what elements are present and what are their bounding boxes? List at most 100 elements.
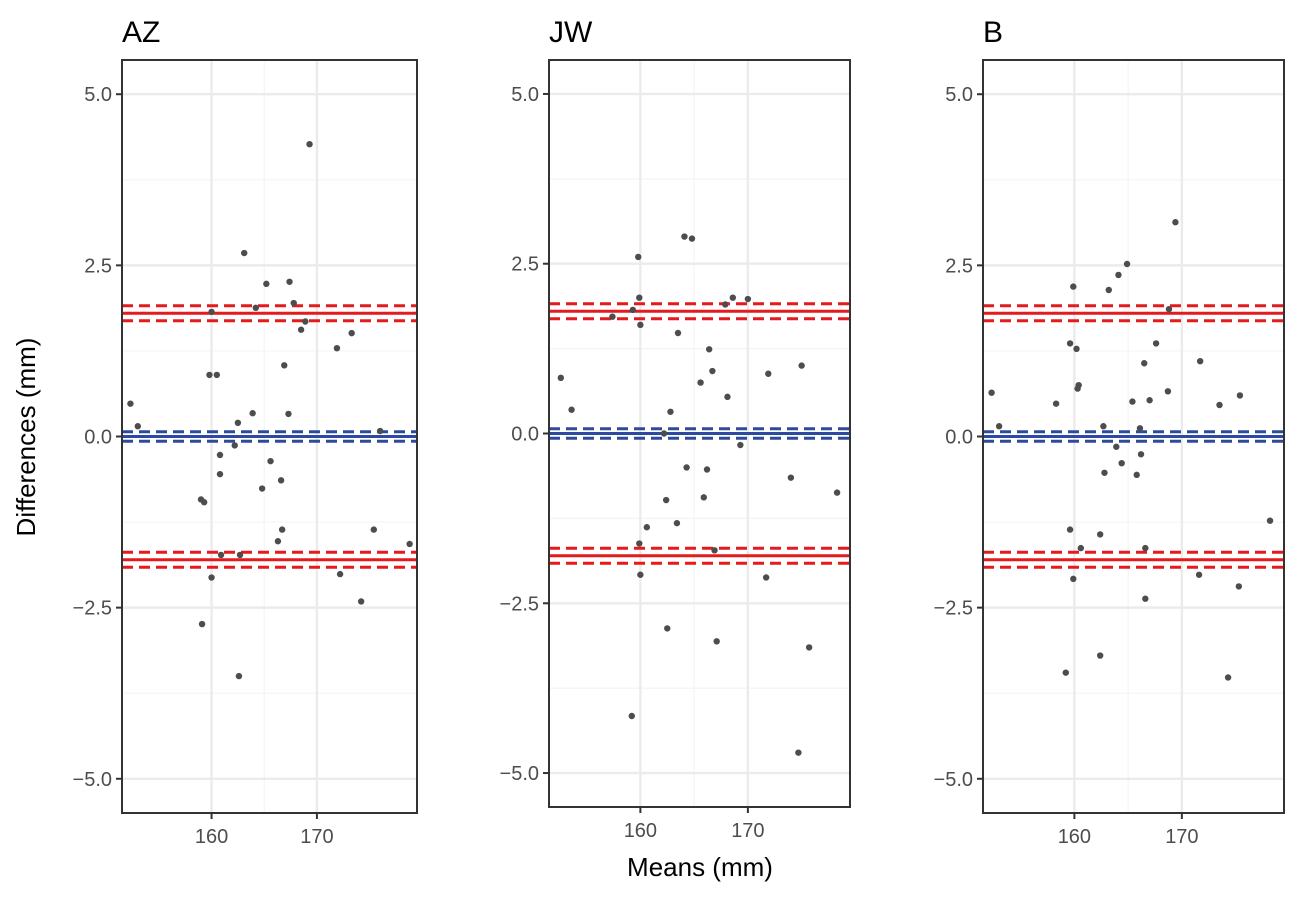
- data-point: [1115, 271, 1122, 279]
- data-point: [1113, 443, 1120, 450]
- data-point: [787, 474, 795, 481]
- data-point: [1235, 583, 1243, 590]
- data-point: [635, 253, 642, 261]
- y-tick-label: 0.0: [84, 427, 112, 449]
- data-point: [724, 393, 731, 401]
- data-point: [744, 295, 752, 303]
- data-point: [281, 362, 288, 369]
- data-point: [333, 344, 341, 352]
- x-tick-label: 170: [300, 826, 333, 848]
- data-point: [1123, 260, 1131, 268]
- panel-jw: −5.0 −2.5 0.0 2.5 5.0 160 170 JW: [500, 16, 851, 842]
- y-tick-label: −5.0: [934, 769, 973, 791]
- data-point: [216, 470, 224, 478]
- data-point: [629, 306, 637, 314]
- y-tick-label: 2.5: [945, 255, 973, 277]
- data-point: [688, 235, 696, 242]
- data-point: [1141, 360, 1148, 367]
- data-point: [348, 329, 355, 337]
- data-point: [1066, 526, 1074, 533]
- data-point: [1266, 517, 1274, 524]
- data-point: [1216, 401, 1223, 409]
- data-point: [798, 362, 805, 369]
- data-point: [1066, 340, 1074, 347]
- panels-group: −5.0 −2.5 0.0 2.5 5.0 160 170 AZ −5.0 −2.5 0.0 2.5 5…: [73, 16, 1285, 848]
- data-point: [336, 570, 344, 578]
- data-point: [267, 457, 274, 465]
- y-tick-label: 5.0: [945, 84, 973, 106]
- data-point: [697, 379, 704, 386]
- y-axis-title: Differences (mm): [11, 338, 41, 537]
- data-point: [1142, 544, 1149, 552]
- data-point: [234, 419, 242, 427]
- data-point: [643, 524, 651, 531]
- data-point: [1096, 531, 1104, 538]
- data-point: [258, 485, 266, 492]
- data-point: [988, 389, 995, 396]
- data-point: [673, 519, 681, 527]
- data-point: [700, 494, 707, 501]
- data-point: [1224, 674, 1232, 681]
- y-tick-label: −2.5: [934, 598, 973, 620]
- data-point: [1118, 459, 1125, 467]
- y-tick-label: 0.0: [945, 427, 973, 449]
- data-point: [1070, 575, 1077, 583]
- data-point: [1172, 219, 1179, 226]
- data-point: [722, 301, 729, 308]
- data-point: [637, 321, 644, 329]
- data-point: [252, 304, 260, 312]
- data-point: [1129, 398, 1136, 405]
- data-point: [208, 574, 215, 581]
- y-tick-label: 5.0: [84, 84, 112, 106]
- data-point: [636, 294, 643, 301]
- data-point: [306, 140, 313, 148]
- data-point: [198, 620, 206, 628]
- data-point: [213, 371, 221, 379]
- data-point: [217, 551, 225, 559]
- data-point: [134, 423, 142, 430]
- data-point: [1096, 652, 1104, 659]
- panel-title: B: [983, 16, 1003, 49]
- data-point: [286, 278, 293, 285]
- data-point: [1062, 669, 1069, 676]
- data-point: [370, 526, 378, 533]
- data-point: [1165, 305, 1173, 313]
- x-tick-label: 160: [624, 820, 657, 842]
- data-point: [216, 451, 224, 459]
- data-point: [278, 526, 286, 533]
- data-point: [274, 538, 282, 545]
- data-point: [1146, 397, 1153, 404]
- data-point: [711, 547, 718, 554]
- data-point: [208, 308, 215, 316]
- data-point: [713, 638, 720, 645]
- data-point: [729, 294, 737, 301]
- data-point: [681, 233, 688, 240]
- data-point: [557, 374, 565, 382]
- data-point: [636, 540, 643, 547]
- data-point: [1136, 425, 1144, 432]
- data-point: [1152, 340, 1160, 347]
- data-point: [1164, 388, 1172, 395]
- y-tick-label: −2.5: [73, 598, 112, 620]
- data-point: [1070, 283, 1077, 290]
- data-point: [662, 496, 670, 504]
- x-tick-label: 170: [731, 820, 764, 842]
- data-point: [667, 408, 674, 415]
- data-point: [995, 423, 1003, 430]
- data-point: [277, 477, 285, 484]
- data-point: [285, 410, 292, 418]
- data-point: [705, 346, 713, 353]
- data-point: [1133, 471, 1140, 479]
- panel-title: AZ: [122, 16, 160, 49]
- data-point: [376, 427, 384, 435]
- data-point: [206, 371, 213, 379]
- data-point: [609, 313, 616, 320]
- data-point: [200, 499, 208, 506]
- y-tick-label: −5.0: [73, 769, 112, 791]
- data-point: [1052, 400, 1060, 407]
- data-point: [241, 249, 248, 257]
- x-axis-title: Means (mm): [627, 852, 773, 882]
- data-point: [1101, 469, 1108, 476]
- data-point: [302, 318, 309, 325]
